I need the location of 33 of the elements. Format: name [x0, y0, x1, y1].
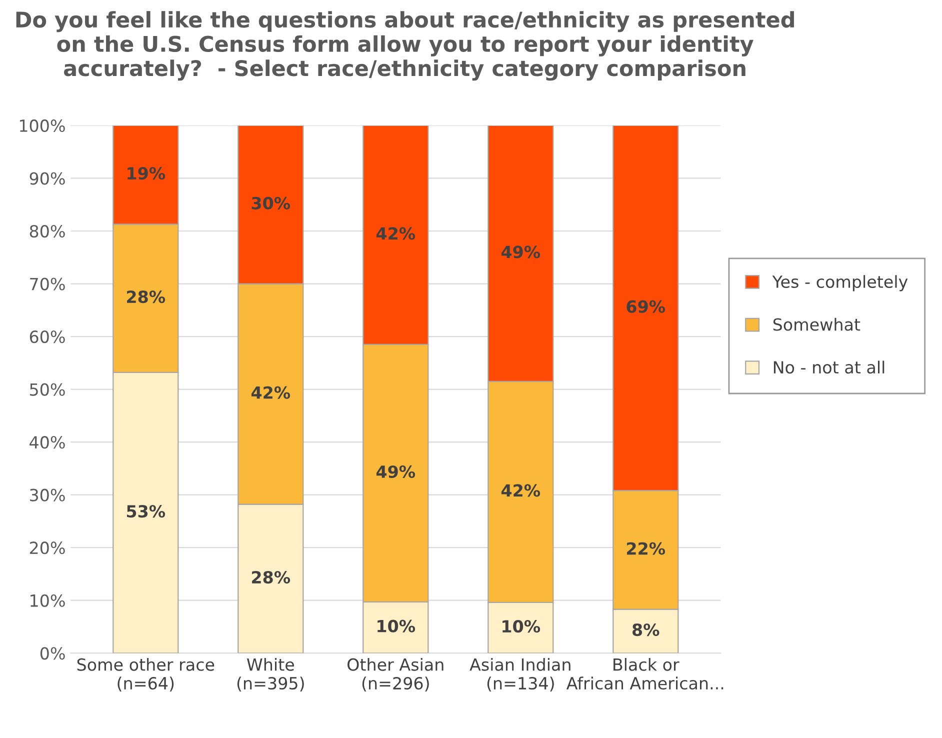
data-label: 10%: [502, 620, 540, 633]
y-tick-label: 10%: [30, 594, 65, 607]
data-label: 22%: [627, 542, 666, 555]
legend-label: Somewhat: [773, 318, 860, 331]
legend-label: Yes - completely: [772, 275, 908, 292]
data-label: 30%: [252, 196, 290, 210]
y-tick-label: 0%: [40, 647, 65, 660]
y-tick-label: 20%: [30, 542, 65, 554]
legend-label: No - not at all: [774, 360, 884, 374]
data-label: 49%: [376, 465, 416, 478]
data-label: 69%: [626, 300, 666, 313]
data-label: 8%: [632, 623, 660, 636]
y-tick-label: 50%: [30, 383, 65, 396]
y-tick-label: 40%: [30, 436, 65, 449]
data-label: 42%: [501, 484, 540, 497]
data-label: 42%: [376, 227, 416, 240]
data-label: 49%: [501, 246, 540, 258]
data-label: 10%: [378, 620, 416, 632]
data-label: 28%: [127, 290, 166, 304]
y-tick-label: 60%: [30, 330, 65, 344]
data-label: 53%: [126, 505, 166, 518]
data-label: 19%: [128, 167, 166, 180]
y-tick-label: 80%: [30, 224, 65, 238]
x-tick-label: White (n=395): [237, 658, 304, 692]
chart-title: Do you feel like the questions about race/ethnicity as presented on the U.S. Census form allow you to report your identity accurately? - Select race/ethnicity category comparison: [16, 11, 794, 81]
x-tick-label: Other Asian (n=296): [348, 658, 444, 692]
y-tick-label: 90%: [30, 172, 65, 185]
data-label: 28%: [252, 570, 290, 584]
y-tick-label: 30%: [30, 488, 65, 502]
y-tick-label: 100%: [20, 119, 65, 132]
x-tick-label: Some other race (n=64): [77, 658, 214, 692]
y-tick-label: 70%: [30, 278, 65, 290]
data-label: 42%: [251, 386, 290, 399]
